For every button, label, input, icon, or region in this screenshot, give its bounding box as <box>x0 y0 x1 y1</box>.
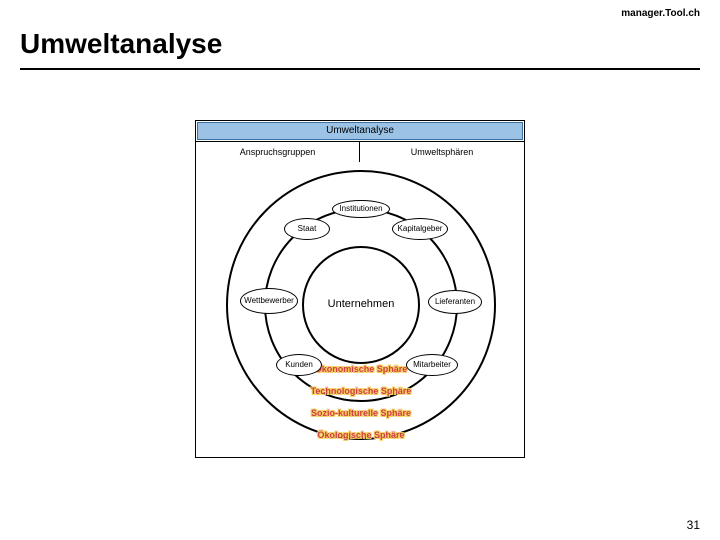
sub-label-left: Anspruchsgruppen <box>195 141 360 163</box>
center-label: Unternehmen <box>302 298 420 310</box>
node-kapitalgeber: Kapitalgeber <box>392 218 448 240</box>
title-rule <box>20 68 700 70</box>
diagram-header: Umweltanalyse <box>195 120 525 142</box>
diagram-header-text: Umweltanalyse <box>326 125 394 136</box>
brand-label: manager.Tool.ch <box>621 8 700 19</box>
sphere-technologisch: Technologische Sphäre <box>281 386 441 396</box>
node-lieferanten: Lieferanten <box>428 290 482 314</box>
sphere-soziokulturell: Sozio-kulturelle Sphäre <box>281 408 441 418</box>
diagram-container: Umweltanalyse Anspruchsgruppen Umweltsph… <box>195 120 525 470</box>
page-title: Umweltanalyse <box>20 28 222 60</box>
node-institutionen: Institutionen <box>332 200 390 218</box>
diagram-body: Unternehmen Institutionen Staat Kapitalg… <box>195 162 525 458</box>
node-kunden: Kunden <box>276 354 322 376</box>
node-staat: Staat <box>284 218 330 240</box>
node-wettbewerber: Wettbewerber <box>240 288 298 314</box>
sub-label-right: Umweltsphären <box>359 141 525 163</box>
page-number: 31 <box>687 518 700 532</box>
node-mitarbeiter: Mitarbeiter <box>406 354 458 376</box>
sphere-oekologisch: Ökologische Sphäre <box>281 430 441 440</box>
